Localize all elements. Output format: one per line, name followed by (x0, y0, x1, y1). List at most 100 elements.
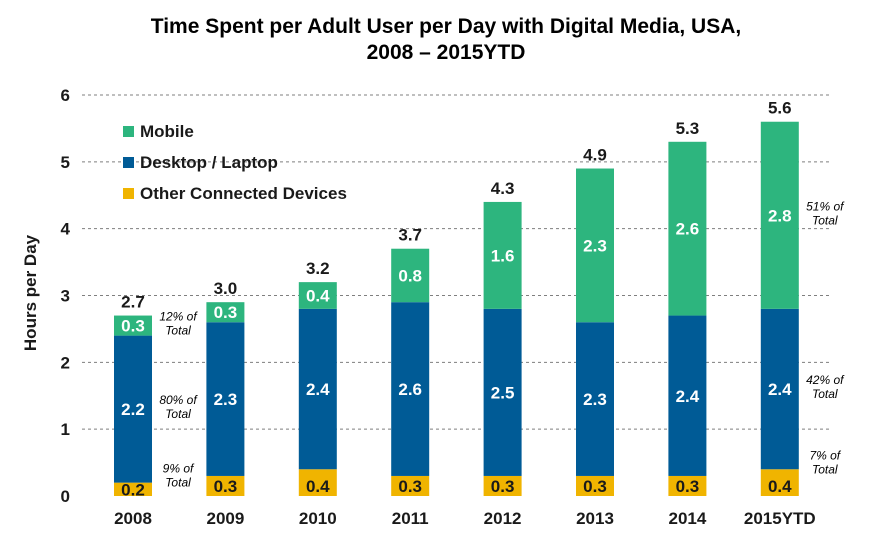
bar-total-label: 3.7 (398, 226, 422, 245)
bar-2012-mobile (483, 201, 522, 309)
y-tick-1: 1 (61, 420, 70, 439)
bar-2011-mobile (391, 248, 430, 303)
share-annotation: 9% of Total (163, 462, 195, 490)
bar-2008-desktop-laptop (114, 335, 152, 483)
bar-value-label: 0.4 (768, 477, 792, 496)
share-annotation-line: Total (165, 407, 191, 421)
bar-value-label: 2.6 (676, 220, 700, 239)
x-axis-ticks: 2008 2009 2010 2011 2012 2013 2014 2015YTD (114, 509, 816, 528)
bar-value-label: 2.3 (583, 390, 607, 409)
bar-2015YTD-other-connected-devices (760, 469, 799, 496)
y-tick-6: 6 (61, 86, 70, 105)
y-tick-5: 5 (61, 153, 70, 172)
bar-2015YTD-mobile (760, 121, 799, 309)
bar-2008-mobile (114, 315, 152, 336)
bar-value-label: 0.8 (398, 266, 422, 285)
bar-value-label: 2.4 (768, 380, 792, 399)
bar-value-label: 1.6 (491, 246, 515, 265)
bar-2009-other-connected-devices (206, 475, 245, 496)
share-annotation-line: 9% of (163, 462, 195, 476)
bar-2014-mobile (668, 141, 707, 316)
bar-value-label: 2.8 (768, 206, 792, 225)
bar-2010-desktop-laptop (298, 308, 337, 470)
bar-2011-other-connected-devices (391, 475, 430, 496)
x-tick-2014: 2014 (668, 509, 706, 528)
bar-value-label: 0.3 (676, 477, 700, 496)
share-annotation-line: 12% of (159, 310, 198, 324)
y-axis-ticks: 0 1 2 3 4 5 6 (61, 86, 71, 506)
legend-label: Other Connected Devices (140, 184, 347, 203)
share-annotation: 7% of Total (809, 448, 841, 476)
bar-total-label: 3.0 (214, 279, 238, 298)
share-annotation-line: 7% of (809, 448, 841, 462)
bar-2011-desktop-laptop (391, 302, 430, 476)
bar-value-label: 2.3 (214, 390, 238, 409)
x-tick-2008: 2008 (114, 509, 152, 528)
bar-value-label: 0.3 (398, 477, 422, 496)
bar-2010-other-connected-devices (298, 469, 337, 496)
bar-2009-mobile (206, 302, 245, 323)
bar-value-label: 0.3 (491, 477, 515, 496)
share-annotation-line: 42% of (806, 373, 845, 387)
bar-value-label: 2.4 (306, 380, 330, 399)
x-tick-2013: 2013 (576, 509, 614, 528)
share-annotation: 80% of Total (159, 393, 198, 421)
legend-swatch (123, 126, 134, 137)
share-annotation-line: Total (812, 387, 838, 401)
share-annotation-line: Total (812, 213, 838, 227)
bar-value-label: 2.5 (491, 383, 515, 402)
share-annotation: 12% of Total (159, 310, 198, 338)
x-tick-2011: 2011 (392, 509, 429, 528)
bar-2013-other-connected-devices (576, 475, 614, 496)
bar-total-label: 4.9 (583, 146, 607, 165)
gridlines (82, 94, 830, 430)
x-tick-2009: 2009 (206, 509, 244, 528)
share-annotation-line: Total (812, 462, 838, 476)
bar-2012-other-connected-devices (483, 475, 522, 496)
bar-value-label: 0.4 (306, 477, 330, 496)
share-annotation: 42% of Total (806, 373, 845, 401)
y-tick-4: 4 (61, 220, 71, 239)
legend-label: Desktop / Laptop (140, 153, 278, 172)
y-tick-0: 0 (61, 487, 70, 506)
bar-value-label: 0.3 (214, 303, 238, 322)
bar-value-label: 0.2 (121, 480, 145, 499)
bar-total-label: 3.2 (306, 259, 330, 278)
bar-value-label: 2.4 (676, 387, 700, 406)
bars: 0.2 2.2 0.3 2.7 0.3 2.3 0.3 3.0 0.4 2.4 0.4 3.2 0.3 2… (114, 99, 799, 499)
x-tick-2012: 2012 (484, 509, 522, 528)
bar-total-label: 5.3 (676, 119, 700, 138)
legend-swatch (123, 157, 134, 168)
bar-total-label: 2.7 (121, 293, 145, 312)
y-tick-2: 2 (61, 353, 70, 372)
share-annotation-line: 80% of (159, 393, 198, 407)
bar-value-label: 2.3 (583, 236, 607, 255)
x-tick-2015YTD: 2015YTD (744, 509, 816, 528)
share-annotation-line: Total (165, 476, 191, 490)
bar-2013-desktop-laptop (576, 322, 614, 476)
bar-value-label: 0.3 (214, 477, 238, 496)
bar-2009-desktop-laptop (206, 322, 245, 476)
share-annotation-line: Total (165, 324, 191, 338)
chart-title-line-2: 2008 – 2015YTD (367, 41, 526, 64)
x-tick-2010: 2010 (299, 509, 337, 528)
chart-title-line-1: Time Spent per Adult User per Day with D… (151, 15, 741, 38)
share-annotation-line: 51% of (806, 199, 845, 213)
share-annotation: 51% of Total (806, 199, 845, 227)
bar-2015YTD-desktop-laptop (760, 308, 799, 470)
bar-value-label: 0.3 (583, 477, 607, 496)
bar-2014-desktop-laptop (668, 315, 707, 476)
bar-total-label: 4.3 (491, 179, 515, 198)
bar-value-label: 2.6 (398, 380, 422, 399)
legend: Mobile Desktop / Laptop Other Connected De… (123, 122, 347, 203)
bar-total-label: 5.6 (768, 99, 792, 118)
legend-swatch (123, 188, 134, 199)
bar-2013-mobile (576, 168, 614, 323)
bar-2010-mobile (298, 282, 337, 309)
bar-2014-other-connected-devices (668, 475, 707, 496)
bar-value-label: 0.3 (121, 317, 145, 336)
y-tick-3: 3 (61, 287, 70, 306)
bar-value-label: 0.4 (306, 287, 330, 306)
